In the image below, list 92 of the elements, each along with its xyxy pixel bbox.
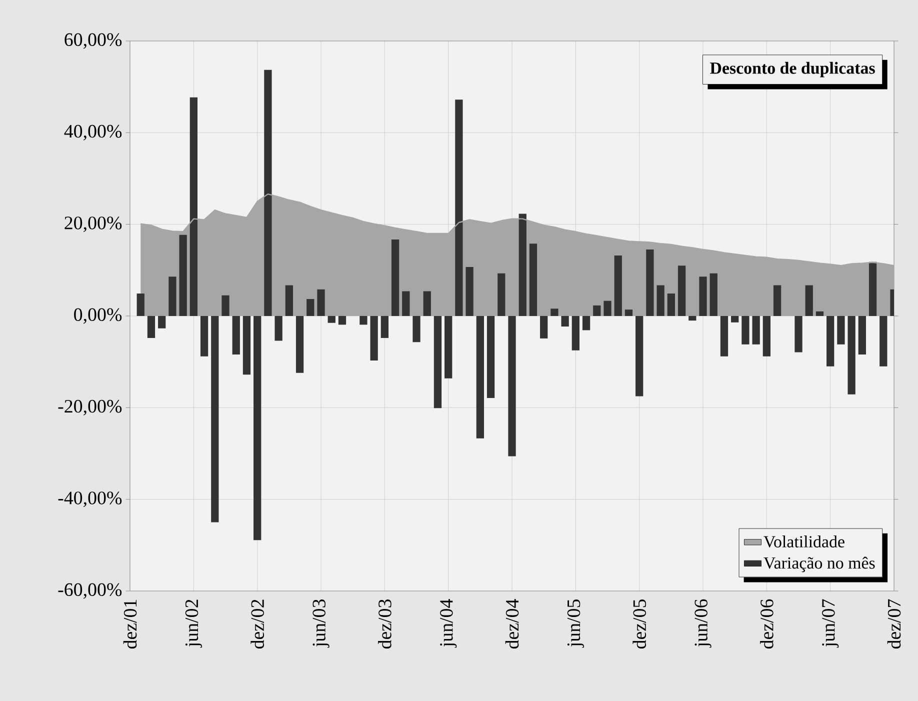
- bar: [190, 97, 198, 316]
- bar: [550, 308, 558, 316]
- bar: [614, 255, 622, 316]
- bar: [667, 294, 675, 316]
- bar: [837, 316, 845, 344]
- x-tick-label: jun/05: [567, 599, 584, 648]
- bar: [306, 299, 314, 316]
- bar: [317, 289, 325, 316]
- bar: [848, 316, 856, 394]
- bar: [476, 316, 484, 438]
- bar: [794, 316, 802, 352]
- bar: [604, 300, 612, 316]
- x-tick-label: dez/01: [123, 600, 137, 649]
- bar: [529, 244, 538, 316]
- bar: [731, 316, 739, 322]
- y-tick-label: 40,00%: [64, 124, 122, 140]
- y-tick-label: 20,00%: [64, 216, 122, 232]
- x-tick-label: dez/06: [760, 599, 774, 649]
- legend-label: Variação no mês: [764, 556, 875, 572]
- bar: [752, 316, 760, 344]
- bar: [274, 316, 282, 341]
- bar: [572, 316, 580, 350]
- bar: [455, 100, 463, 316]
- bar: [360, 316, 368, 325]
- bar: [582, 316, 590, 330]
- bar: [402, 291, 410, 316]
- bar: [773, 285, 782, 316]
- x-tick-label: dez/04: [505, 599, 519, 649]
- x-tick-label: jun/07: [822, 599, 839, 648]
- bar: [412, 316, 420, 342]
- x-tick-label: jun/04: [440, 599, 457, 648]
- bar: [296, 316, 304, 373]
- bar: [338, 316, 346, 325]
- bar: [593, 305, 601, 316]
- bar: [254, 316, 262, 540]
- bar: [486, 316, 495, 398]
- bar: [720, 316, 728, 356]
- bar: [444, 316, 452, 378]
- bar: [136, 294, 144, 316]
- bar: [518, 214, 526, 316]
- bar: [328, 316, 336, 323]
- y-tick-label: -20,00%: [58, 400, 122, 416]
- bar: [624, 310, 633, 316]
- bar: [179, 234, 187, 316]
- legend-label: Volatilidade: [764, 536, 844, 548]
- bar: [656, 285, 664, 316]
- bar: [688, 316, 696, 321]
- x-tick-label: jun/03: [312, 599, 330, 648]
- bar: [561, 316, 569, 327]
- x-tick-label: dez/02: [250, 600, 264, 649]
- x-tick-label: dez/03: [378, 599, 392, 649]
- bar: [147, 316, 156, 338]
- y-tick-label: -60,00%: [58, 583, 122, 599]
- bar: [434, 316, 442, 408]
- bar: [858, 316, 866, 354]
- bar: [508, 316, 516, 456]
- bar: [636, 316, 644, 396]
- y-tick-label: 0,00%: [74, 308, 122, 324]
- bar: [816, 311, 824, 316]
- bar: [370, 316, 378, 360]
- bar: [880, 316, 888, 366]
- bar: [158, 316, 166, 328]
- bar: [264, 70, 272, 316]
- bar: [762, 316, 770, 356]
- bar: [699, 276, 707, 316]
- bar: [710, 273, 718, 316]
- bar: [742, 316, 750, 344]
- bar: [868, 262, 877, 316]
- bar: [805, 285, 813, 316]
- bar: [498, 273, 506, 316]
- bar: [646, 250, 654, 316]
- y-tick-label: -40,00%: [58, 492, 122, 508]
- bar: [168, 276, 176, 316]
- bar: [678, 266, 686, 316]
- text: Desconto de duplicatas: [710, 62, 875, 78]
- bar: [391, 239, 400, 316]
- bar: [211, 316, 219, 522]
- bar: [200, 316, 208, 356]
- bar: [380, 316, 388, 338]
- y-tick-label: 60,00%: [64, 33, 122, 49]
- bar: [232, 316, 240, 354]
- x-tick-label: dez/05: [632, 599, 646, 649]
- bar: [540, 316, 548, 338]
- bar: [466, 266, 474, 316]
- bar: [222, 295, 230, 316]
- bar: [285, 285, 293, 316]
- bar: [423, 291, 431, 316]
- x-tick-label: jun/06: [694, 599, 712, 648]
- bar: [242, 316, 251, 375]
- bar: [826, 316, 834, 366]
- x-tick-label: dez/07: [887, 599, 901, 649]
- x-tick-label: jun/02: [185, 600, 202, 648]
